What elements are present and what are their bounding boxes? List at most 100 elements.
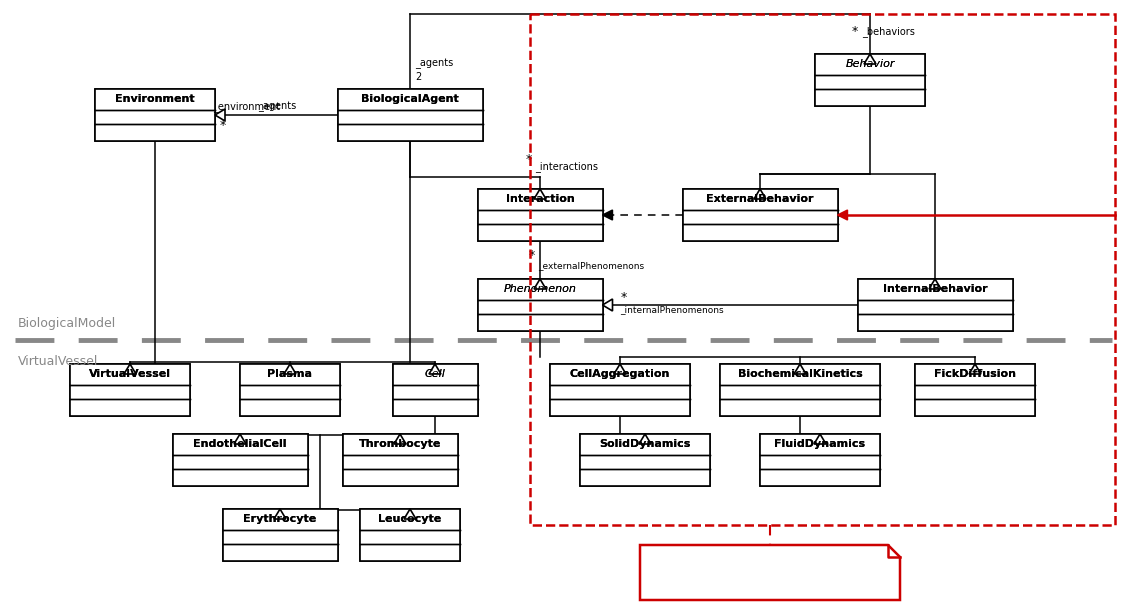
Polygon shape [795, 364, 806, 374]
Text: Plasma: Plasma [267, 370, 312, 379]
Bar [915, 364, 1035, 416]
Text: *: * [852, 26, 858, 38]
Text: FickDiffusion: FickDiffusion [934, 370, 1017, 379]
Polygon shape [215, 109, 225, 121]
Text: BiologicalAgent: BiologicalAgent [361, 95, 459, 104]
Polygon shape [284, 364, 296, 374]
Bar [172, 434, 308, 486]
Polygon shape [837, 210, 848, 220]
Text: VirtualVessel: VirtualVessel [89, 370, 171, 379]
Text: Phenomenon: Phenomenon [504, 284, 576, 295]
Polygon shape [603, 299, 612, 311]
Text: SolidDynamics: SolidDynamics [600, 439, 691, 450]
Text: BiologicalAgent: BiologicalAgent [361, 95, 459, 104]
Polygon shape [864, 54, 876, 64]
Bar [720, 364, 880, 416]
Text: CellAggregation: CellAggregation [570, 370, 671, 379]
Bar [222, 509, 337, 561]
Bar [683, 189, 837, 241]
Bar [580, 434, 710, 486]
Bar [240, 364, 340, 416]
Polygon shape [403, 509, 416, 519]
Text: InternalBehavior: InternalBehavior [882, 284, 987, 295]
Text: Erythrocyte: Erythrocyte [243, 514, 317, 524]
Polygon shape [603, 210, 612, 220]
Text: 2: 2 [415, 72, 421, 82]
Text: Interaction: Interaction [506, 194, 575, 205]
Polygon shape [640, 545, 900, 600]
Bar [815, 54, 925, 106]
Text: BiologicalModel: BiologicalModel [18, 317, 116, 330]
Text: *: * [220, 119, 227, 131]
Text: Behavior: Behavior [845, 59, 895, 70]
Text: Thrombocyte: Thrombocyte [358, 439, 441, 450]
Text: BiologicalAgent ---> Behavior: BiologicalAgent ---> Behavior [648, 576, 818, 585]
Bar [337, 89, 482, 141]
Bar [815, 54, 925, 106]
Polygon shape [534, 189, 545, 199]
Polygon shape [429, 364, 441, 374]
Bar [360, 509, 460, 561]
Text: *: * [526, 153, 532, 166]
Polygon shape [639, 434, 651, 444]
Text: ExternalBehavior: ExternalBehavior [707, 194, 814, 205]
Bar [95, 89, 215, 141]
Polygon shape [814, 434, 826, 444]
Text: Cell: Cell [425, 370, 445, 379]
Text: Phenomenon: Phenomenon [504, 284, 576, 295]
Bar [392, 364, 478, 416]
Text: _interactions: _interactions [535, 161, 598, 172]
Bar [720, 364, 880, 416]
Text: Thrombocyte: Thrombocyte [358, 439, 441, 450]
Polygon shape [234, 434, 246, 444]
Polygon shape [929, 279, 941, 289]
Bar [70, 364, 190, 416]
Text: _externalPhenomenons: _externalPhenomenons [538, 262, 645, 271]
Bar [530, 14, 1115, 525]
Text: Interaction: Interaction [506, 194, 575, 205]
Text: _environment: _environment [213, 101, 279, 112]
Text: Leucocyte: Leucocyte [379, 514, 442, 524]
Text: InternalBehavior: InternalBehavior [882, 284, 987, 295]
Text: _internalPhenomenons: _internalPhenomenons [621, 306, 725, 315]
Text: Behavior: Behavior [845, 59, 895, 70]
Bar [478, 189, 603, 241]
Text: EndothelialCell: EndothelialCell [193, 439, 286, 450]
Text: FluidDynamics: FluidDynamics [774, 439, 866, 450]
Polygon shape [534, 279, 545, 289]
Bar [683, 189, 837, 241]
Bar [478, 279, 603, 331]
Text: FluidDynamics: FluidDynamics [774, 439, 866, 450]
Bar [172, 434, 308, 486]
Text: implémentation de l'association: implémentation de l'association [648, 559, 831, 569]
Text: SolidDynamics: SolidDynamics [600, 439, 691, 450]
Text: BiochemicalKinetics: BiochemicalKinetics [738, 370, 862, 379]
Text: EndothelialCell: EndothelialCell [193, 439, 286, 450]
Bar [343, 434, 458, 486]
Text: FickDiffusion: FickDiffusion [934, 370, 1017, 379]
Bar [478, 279, 603, 331]
Text: *: * [529, 249, 535, 263]
Text: Plasma: Plasma [267, 370, 312, 379]
Bar [95, 89, 215, 141]
Polygon shape [394, 434, 406, 444]
Text: Environment: Environment [115, 95, 195, 104]
Bar [360, 509, 460, 561]
Text: _agents: _agents [258, 102, 296, 112]
Bar [858, 279, 1012, 331]
Bar [580, 434, 710, 486]
Text: Leucocyte: Leucocyte [379, 514, 442, 524]
Polygon shape [969, 364, 980, 374]
Bar [392, 364, 478, 416]
Polygon shape [124, 364, 136, 374]
Text: Erythrocyte: Erythrocyte [243, 514, 317, 524]
Bar [858, 279, 1012, 331]
Bar [550, 364, 690, 416]
Text: Cell: Cell [425, 370, 445, 379]
Bar [760, 434, 880, 486]
Bar [337, 89, 482, 141]
Bar [343, 434, 458, 486]
Text: ExternalBehavior: ExternalBehavior [707, 194, 814, 205]
Text: Environment: Environment [115, 95, 195, 104]
Text: VirtualVessel: VirtualVessel [18, 355, 98, 368]
